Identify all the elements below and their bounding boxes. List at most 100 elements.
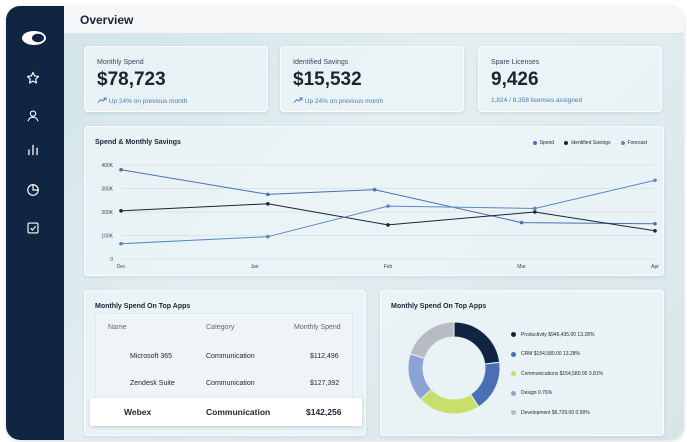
y-tick-label: 300K [101,187,113,193]
data-point[interactable] [266,234,270,239]
legend-swatch [511,332,516,338]
data-point[interactable] [119,167,123,172]
data-point[interactable] [653,221,657,226]
top-apps-donut-card: Monthly Spend On Top Apps Productivity $… [380,290,664,436]
user-icon [27,110,39,122]
x-tick-label: Mar [517,264,526,270]
sidebar-item-tasks[interactable] [23,218,43,238]
legend-label: CRM $154,580.00 13.28% [521,351,580,358]
pie-chart-icon [27,184,39,196]
sidebar-item-reports[interactable] [23,180,43,200]
stat-label: Identified Savings [293,59,349,66]
cell-spend: $142,256 [306,407,342,417]
trend-up-icon [97,97,107,103]
stat-trend: Up 24% on previous month [293,97,383,105]
data-point[interactable] [119,241,123,246]
x-tick-label: Apr [651,264,659,270]
legend-swatch [511,410,516,416]
data-point[interactable] [653,178,657,183]
legend-swatch [620,141,625,145]
data-point[interactable] [119,209,123,213]
table-row-highlighted[interactable]: Webex Communication $142,256 [90,398,362,426]
series-line-spend[interactable] [120,169,656,225]
stat-card-identified-savings[interactable]: Identified Savings $15,532 Up 24% on pre… [280,46,464,112]
cell-spend: $112,496 [310,353,339,360]
cell-category: Communication [206,407,271,417]
data-point[interactable] [386,223,390,227]
x-tick-label: Jan [250,264,258,270]
y-tick-label: 400K [101,163,113,169]
data-point[interactable] [372,187,377,192]
table-row[interactable]: Microsoft 365 Communication $112,496 [96,344,354,370]
stat-card-monthly-spend[interactable]: Monthly Spend $78,723 Up 24% on previous… [84,46,268,112]
x-tick-label: Dec [117,264,126,270]
donut-slice[interactable] [419,388,480,415]
data-point[interactable] [266,192,270,197]
main-content: Overview Monthly Spend $78,723 Up 24% on… [64,6,684,440]
data-point[interactable] [533,210,537,214]
donut-legend-item[interactable]: Development $6,729.00 0.58% [511,403,603,423]
y-tick-label: 200K [101,210,113,216]
top-apps-table-card: Monthly Spend On Top Apps Name Category … [84,290,366,436]
legend-label: Development $6,729.00 0.58% [521,409,590,416]
table-row[interactable]: Zendesk Suite Communication $127,392 [96,371,354,397]
cell-category: Communication [206,353,255,360]
sidebar [6,6,64,440]
bar-chart-icon [28,144,38,156]
data-point[interactable] [653,229,657,233]
trend-up-icon [293,97,303,103]
legend-item-spend[interactable]: Spend [532,140,554,146]
spend-savings-chart-card: Spend & Monthly Savings Spend Identified… [84,126,664,276]
brand-logo-icon[interactable] [20,30,48,46]
stat-trend-text: Up 24% on previous month [304,98,384,105]
sidebar-item-favorites[interactable] [23,68,43,88]
donut-slice[interactable] [407,353,433,401]
cell-name: Microsoft 365 [130,353,173,360]
column-header-category[interactable]: Category [206,324,235,331]
column-header-name[interactable]: Name [108,324,127,331]
stat-value: $15,532 [293,69,362,90]
y-tick-label: 100K [101,234,113,240]
donut-slice[interactable] [453,321,501,365]
line-chart: 400K 300K 200K 100K 0 Dec Jan Feb Mar Apr [101,163,659,270]
cell-name: Zendesk Suite [130,380,175,387]
chart-title: Spend & Monthly Savings [95,139,181,146]
app-window: Overview Monthly Spend $78,723 Up 24% on… [6,6,684,440]
cell-category: Communication [206,380,255,387]
stat-trend-text: Up 24% on previous month [108,98,188,105]
apps-table: Name Category Monthly Spend Microsoft 36… [90,313,362,427]
cell-name: Webex [124,407,152,417]
donut-legend-item[interactable]: Design 0.76% [511,384,603,404]
legend-item-forecast[interactable]: Forecast [620,140,647,146]
sidebar-item-users[interactable] [23,106,43,126]
top-bar: Overview [64,6,684,34]
stat-value: $78,723 [97,69,166,90]
data-point[interactable] [533,206,537,211]
data-point[interactable] [386,204,390,208]
donut-title: Monthly Spend On Top Apps [391,303,487,310]
legend-label: Forecast [627,140,647,146]
stat-value: 9,426 [491,69,539,90]
legend-item-identified-savings[interactable]: Identified Savings [564,140,611,146]
star-icon [26,71,40,84]
stat-card-spare-licenses[interactable]: Spare Licenses 9,426 1,824 / 8,358 licen… [478,46,662,112]
x-tick-label: Feb [384,264,393,270]
page-title: Overview [80,13,134,27]
cell-spend: $127,392 [310,380,340,387]
data-point[interactable] [519,220,524,225]
legend-label: Productivity $946,435.00 13.28% [521,331,595,338]
legend-label: Communications $154,580.00 3.81% [521,370,603,377]
stat-label: Spare Licenses [491,59,540,66]
donut-legend-item[interactable]: Communications $154,580.00 3.81% [511,364,603,384]
sidebar-item-analytics[interactable] [23,140,43,160]
donut-legend-item[interactable]: Productivity $946,435.00 13.28% [511,325,603,345]
chart-legend: Spend Identified Savings Forecast [532,140,647,146]
stat-subtext: 1,824 / 8,358 licenses assigned [491,97,583,104]
data-point[interactable] [266,201,270,206]
donut-slice[interactable] [409,321,455,360]
legend-swatch [511,390,516,396]
donut-slice[interactable] [469,361,501,408]
donut-legend-item[interactable]: CRM $154,580.00 13.28% [511,345,603,365]
column-header-monthly-spend[interactable]: Monthly Spend [294,324,341,331]
donut-legend: Productivity $946,435.00 13.28% CRM $154… [511,325,603,423]
